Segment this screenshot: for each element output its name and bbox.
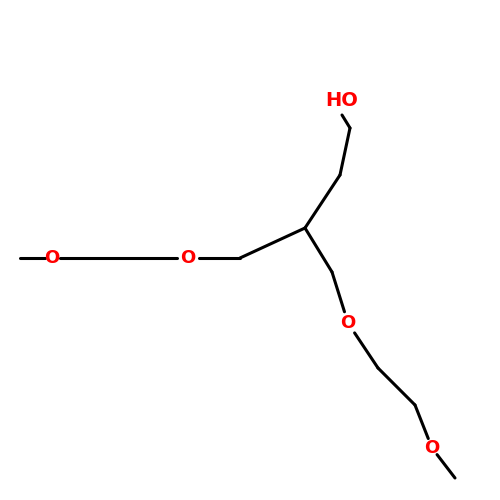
Text: O: O xyxy=(424,439,440,457)
Text: O: O xyxy=(44,249,60,267)
Text: O: O xyxy=(340,314,355,332)
Text: O: O xyxy=(180,249,196,267)
Text: HO: HO xyxy=(326,91,358,110)
